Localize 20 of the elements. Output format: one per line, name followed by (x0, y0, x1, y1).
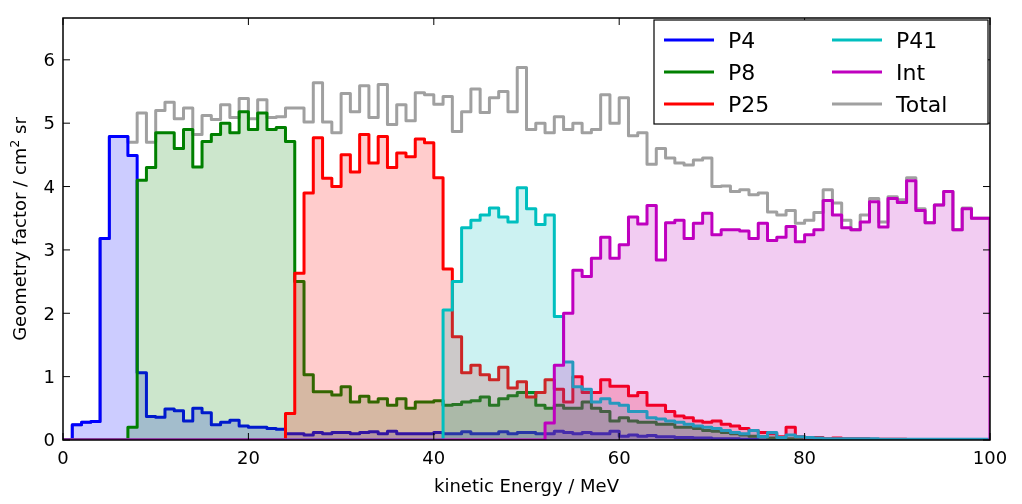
y-tick-label: 5 (43, 112, 55, 134)
x-tick-label: 80 (793, 447, 817, 468)
x-tick-label: 60 (607, 447, 631, 468)
legend-label: P4 (728, 27, 756, 53)
y-tick-label: 6 (43, 49, 55, 71)
x-tick-label: 100 (972, 447, 1008, 468)
x-axis-title: kinetic Energy / MeV (433, 475, 620, 496)
legend-label: P8 (728, 59, 756, 85)
x-tick-label: 40 (422, 447, 446, 468)
legend-label: P41 (896, 27, 938, 53)
y-tick-label: 3 (43, 239, 55, 261)
legend-label: P25 (728, 91, 770, 117)
legend-label: Int (896, 59, 926, 85)
y-tick-label: 2 (43, 302, 55, 324)
legend-label: Total (895, 91, 948, 117)
y-tick-label: 1 (43, 365, 55, 387)
x-tick-label: 0 (57, 447, 69, 468)
y-tick-label: 4 (43, 175, 55, 197)
y-tick-label: 0 (43, 429, 55, 451)
x-tick-label: 20 (236, 447, 260, 468)
